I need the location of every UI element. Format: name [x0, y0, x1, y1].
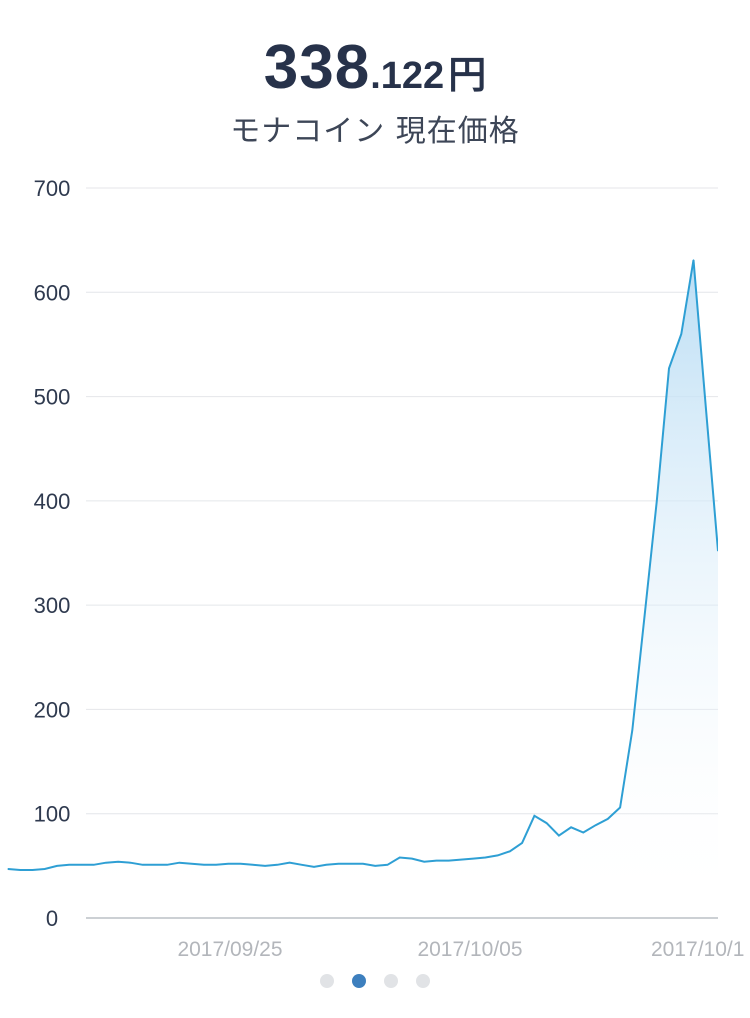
data-point	[31, 869, 34, 871]
data-point	[423, 861, 425, 863]
page-dot[interactable]	[384, 974, 398, 988]
data-point	[411, 858, 413, 860]
data-point	[362, 863, 364, 865]
data-point	[668, 367, 670, 369]
data-point	[105, 862, 107, 864]
y-tick-label: 500	[34, 385, 71, 410]
y-tick-label: 100	[34, 802, 71, 827]
data-point	[533, 815, 536, 817]
price-decimal: .122	[370, 55, 445, 97]
data-point	[656, 500, 658, 502]
data-point	[607, 818, 609, 820]
data-point	[44, 868, 46, 870]
data-point	[215, 864, 217, 866]
data-point	[582, 831, 584, 834]
data-point	[68, 864, 70, 866]
data-point	[56, 865, 58, 867]
price-integer: 338	[263, 33, 371, 102]
data-point	[509, 850, 511, 852]
page-dot[interactable]	[320, 974, 334, 988]
data-point	[472, 858, 474, 860]
data-point	[93, 864, 95, 866]
data-point	[80, 864, 82, 866]
data-point	[521, 842, 523, 844]
data-point	[460, 859, 462, 861]
data-point	[644, 615, 646, 617]
data-point	[325, 864, 327, 866]
data-point	[252, 864, 254, 866]
data-point	[546, 822, 548, 824]
data-point	[448, 860, 450, 862]
x-tick-label: 2017/10/1	[651, 938, 744, 961]
y-tick-label: 300	[34, 593, 71, 618]
data-point	[276, 864, 278, 866]
data-point	[337, 863, 340, 865]
data-point	[717, 550, 718, 552]
data-point	[240, 863, 242, 865]
y-tick-label: 400	[34, 489, 71, 514]
data-point	[631, 729, 633, 731]
y-tick-label: 200	[34, 697, 71, 722]
data-point	[435, 860, 437, 862]
current-price: 338.122 円	[0, 32, 750, 103]
data-point	[301, 864, 303, 866]
data-point	[117, 861, 119, 863]
data-point	[191, 863, 193, 865]
data-point	[166, 864, 168, 866]
x-tick-label: 2017/09/25	[177, 938, 282, 961]
data-point	[484, 856, 486, 859]
data-point	[399, 856, 401, 859]
data-point	[570, 826, 572, 828]
page-dot[interactable]	[352, 974, 366, 988]
grid-lines	[86, 187, 718, 815]
x-tick-label: 2017/10/05	[417, 938, 522, 961]
data-point	[178, 862, 180, 864]
data-point	[154, 864, 156, 866]
data-point	[595, 824, 597, 826]
data-point	[350, 863, 352, 865]
data-point	[264, 865, 266, 867]
page-indicator	[0, 974, 750, 988]
data-point	[705, 406, 707, 408]
data-point	[692, 259, 695, 261]
price-subtitle: モナコイン 現在価格	[230, 114, 520, 149]
data-point	[313, 866, 315, 868]
data-point	[374, 865, 376, 867]
price-points	[7, 259, 718, 871]
price-line	[7, 259, 718, 871]
data-point	[497, 854, 499, 857]
data-point	[129, 862, 131, 864]
data-point	[203, 864, 205, 866]
data-point	[619, 806, 621, 809]
data-point	[7, 868, 9, 870]
data-point	[19, 869, 21, 871]
data-point	[289, 862, 291, 864]
data-point	[227, 863, 229, 865]
data-point	[558, 835, 560, 837]
price-area-fill	[8, 260, 718, 918]
x-axis-labels: 2017/09/25 2017/10/05 2017/10/1	[177, 938, 744, 961]
data-point	[386, 864, 389, 866]
page-dot[interactable]	[416, 974, 430, 988]
data-point	[680, 333, 682, 335]
price-chart[interactable]: 0 100 200 300 400 500 600 700 2017/09/25 2017/10…	[0, 160, 750, 968]
y-tick-label: 600	[34, 280, 71, 305]
data-point	[142, 864, 144, 866]
price-unit: 円	[448, 55, 487, 97]
y-tick-label: 700	[34, 176, 71, 201]
